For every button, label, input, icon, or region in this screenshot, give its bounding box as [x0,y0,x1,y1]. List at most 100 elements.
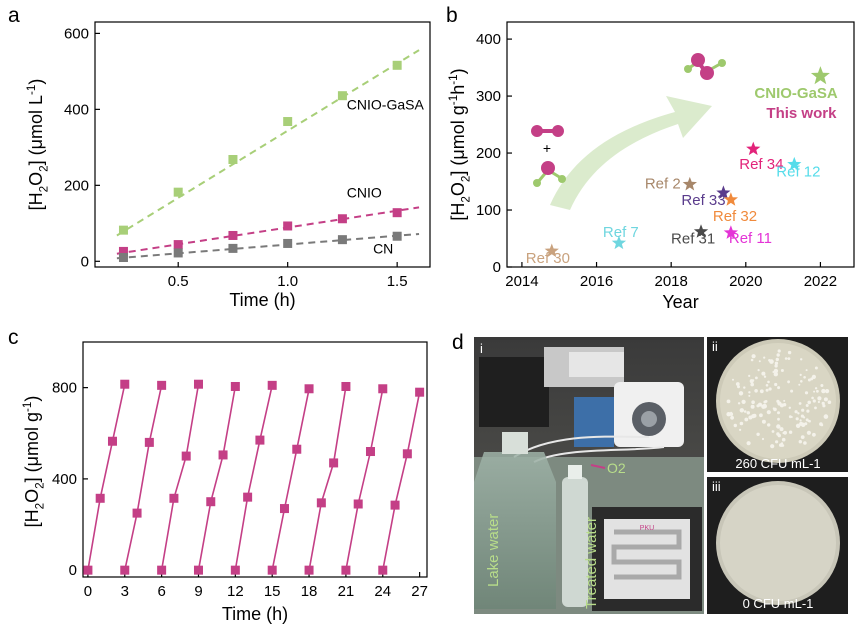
b-xtick-label: 2018 [654,273,687,290]
a-point [392,208,402,218]
colony-dot [743,410,747,413]
colony-dot [726,399,731,404]
colony-dot [739,408,744,413]
colony-dot [776,353,780,357]
b-xtick-label: 2022 [804,273,837,290]
c-point [279,504,289,514]
c-xtick-label: 0 [84,583,92,600]
a-point [173,187,183,197]
a-ytick-label: 400 [64,101,89,118]
colony-dot [768,387,772,391]
colony-dot [777,417,780,421]
colony-dot [777,411,780,415]
colony-dot [752,379,755,382]
b-ylabel: [H2O2] (μmol g-1h-1) [447,68,473,220]
c-point [206,497,216,507]
c-point [304,565,314,575]
colony-dot [821,388,826,394]
c-point [181,451,191,461]
h2o2-atom [684,65,692,73]
colony-dot [774,382,778,387]
c-xtick-label: 3 [121,583,129,600]
colony-dot [769,359,774,364]
colony-dot [794,410,798,414]
colony-dot [807,378,811,382]
chart-c: 0 3 6 9 12 15 18 21 24 27 0 400 800 Time (h) [H2O2] (μ… [21,341,428,624]
colony-dot [816,389,819,393]
c-point [144,437,154,447]
o2-atom [531,125,543,137]
colony-dot [774,361,779,365]
a-point [173,248,183,258]
c-xlabel: Time (h) [222,604,288,624]
c-point [255,435,265,445]
c-point [415,387,425,397]
colony-dot [787,357,791,360]
c-xtick-label: 9 [194,583,202,600]
c-point [132,508,142,518]
c-point [95,493,105,503]
b-point-label: Ref 2 [645,175,681,192]
plate-iii-caption: 0 CFU mL-1 [743,596,814,611]
chart-b: 2014 2016 2018 2020 2022 0 100 200 300 400 Year [H2… [447,21,855,312]
c-point [267,565,277,575]
c-point [353,499,363,509]
colony-dot [761,419,766,424]
c-point [230,565,240,575]
c-cycle-line [234,385,273,571]
c-point [341,565,351,575]
colony-dot [788,430,793,434]
colony-dot [755,376,758,380]
b-star-marker [716,185,731,199]
colony-dot [780,369,784,372]
c-point [218,450,228,460]
a-xtick-label: 1.5 [387,273,408,290]
b-star-marker [693,224,709,238]
b-star-marker [544,243,559,258]
colony-dot [741,400,746,404]
b-ytick-label: 200 [476,145,501,162]
colony-dot [803,416,806,419]
colony-dot [812,399,816,403]
a-point [228,155,238,165]
a-point [392,60,402,70]
colony-dot [767,380,770,384]
colony-dot [765,384,769,387]
chart-a: 0.5 1.0 1.5 0 200 400 600 Time (h) [H2O2] (μmol … [25,21,431,310]
c-point [378,384,388,394]
a-point [337,91,347,101]
c-point [120,565,130,575]
colony-dot [751,400,755,404]
colony-dot [751,354,756,359]
colony-dot [757,369,760,372]
a-point [228,243,238,253]
c-point [316,498,326,508]
colony-dot [733,423,737,428]
colony-dot [822,404,826,408]
b-star-marker [611,235,627,250]
colony-dot [770,444,775,449]
colony-dot [788,406,791,409]
a-point [228,230,238,240]
colony-dot [813,390,816,393]
c-point [390,500,400,510]
colony-dot [756,432,760,436]
colony-dot [774,364,778,368]
plus-sign: + [543,140,551,156]
colony-dot [787,380,790,384]
colony-dot [756,404,760,408]
c-point [243,492,253,502]
b-xtick-label: 2016 [580,273,613,290]
colony-dot [799,373,802,376]
c-cycle-line [160,384,200,571]
colony-dot [820,384,824,387]
c-cycle-line [345,388,384,571]
c-point [341,381,351,391]
h2o2-atom [700,66,714,80]
h2o-atom [558,175,566,183]
colony-dot [748,415,753,420]
c-point [292,444,302,454]
lake-water-label: Lake water [485,514,502,587]
photo-ii-marker: ii [712,339,718,354]
colony-dot [772,407,775,410]
